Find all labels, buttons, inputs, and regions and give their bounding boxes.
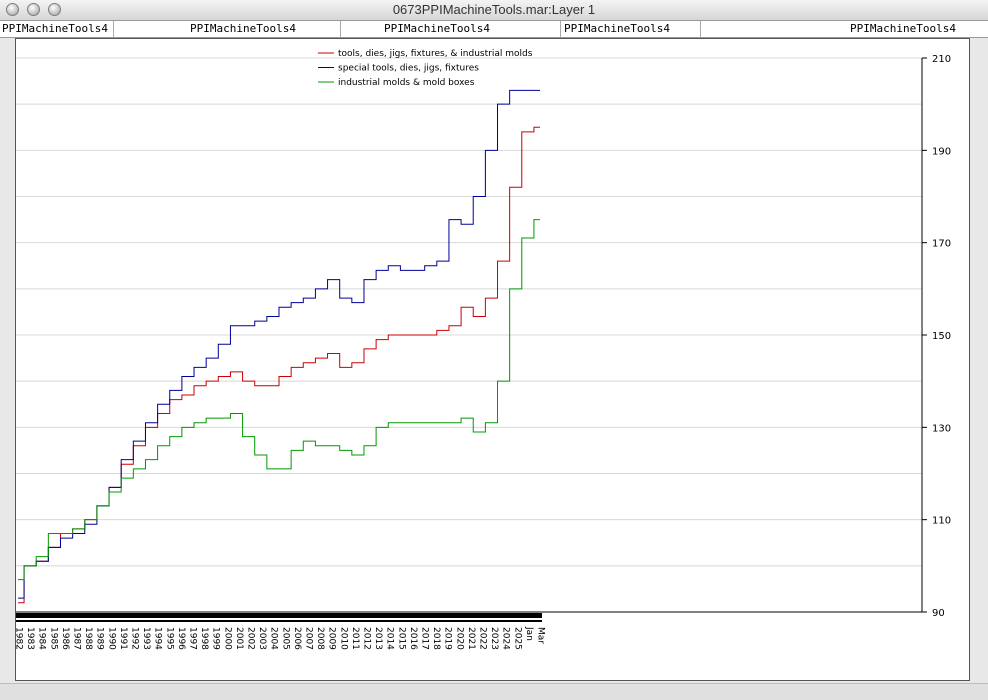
x-tick-label: 1985 <box>48 627 58 650</box>
y-tick-label: 190 <box>932 146 951 157</box>
x-tick-label: 2001 <box>234 627 244 650</box>
x-tick-label: 2024 <box>501 627 511 650</box>
x-tick-label: 2002 <box>246 627 256 650</box>
x-tick-label: 1987 <box>72 627 82 650</box>
series-line <box>18 126 540 604</box>
x-tick-label: Jan <box>524 626 534 641</box>
x-tick-label: 2006 <box>292 627 302 650</box>
y-tick-label: 150 <box>932 331 951 342</box>
layer-tab-bar: PPIMachineTools4 PPIMachineTools4 PPIMac… <box>0 21 988 38</box>
y-tick-label: 210 <box>932 54 951 65</box>
x-tick-label: 2009 <box>327 627 337 650</box>
close-window-button[interactable] <box>6 3 19 16</box>
x-tick-label: 1993 <box>141 627 151 650</box>
x-tick-label: 2013 <box>373 627 383 650</box>
x-tick-label: 2008 <box>315 627 325 650</box>
x-tick-label: 2017 <box>420 627 430 650</box>
x-tick-label: 1984 <box>37 627 47 650</box>
x-tick-band <box>16 620 542 622</box>
x-tick-label: 2012 <box>362 627 372 650</box>
layer-tab[interactable]: PPIMachineTools4 <box>2 22 108 35</box>
legend-label: industrial molds & mold boxes <box>338 78 475 88</box>
x-tick-label: 1988 <box>83 627 93 650</box>
y-tick-label: 170 <box>932 239 951 250</box>
y-tick-label: 110 <box>932 516 951 527</box>
x-tick-label: 1992 <box>130 627 140 650</box>
x-tick-label: 1990 <box>106 627 116 650</box>
x-tick-label: 2011 <box>350 627 360 650</box>
chart-area: 90 110 130 150 170 190 210 1982 1983 1984 1985 1986… <box>14 38 970 681</box>
window-title: 0673PPIMachineTools.mar:Layer 1 <box>392 2 596 17</box>
x-tick-label: 2000 <box>222 627 232 650</box>
layer-tab[interactable]: PPIMachineTools4 <box>384 22 490 35</box>
window-titlebar: 0673PPIMachineTools.mar:Layer 1 <box>0 0 988 21</box>
x-tick-label: 1998 <box>199 627 209 650</box>
layer-tab[interactable]: PPIMachineTools4 <box>190 22 296 35</box>
x-tick-label: 2020 <box>454 627 464 650</box>
x-tick-label: 1997 <box>188 627 198 650</box>
x-tick-label: 1995 <box>164 627 174 650</box>
minimize-window-button[interactable] <box>27 3 40 16</box>
x-tick-label: 2010 <box>338 627 348 650</box>
x-tick-band <box>16 613 542 618</box>
x-tick-label: 2023 <box>489 627 499 650</box>
x-tick-label: 1989 <box>95 627 105 650</box>
x-tick-label: Mar <box>536 627 546 644</box>
x-tick-label: 2005 <box>280 627 290 650</box>
x-tick-label: 1999 <box>211 627 221 650</box>
x-tick-label: 2015 <box>396 627 406 650</box>
x-tick-label: 2025 <box>512 627 522 650</box>
x-tick-label: 2003 <box>257 627 267 650</box>
x-tick-label: 1986 <box>60 627 70 650</box>
y-tick-label: 130 <box>932 423 951 434</box>
x-tick-label: 1991 <box>118 627 128 650</box>
x-tick-label: 2007 <box>304 627 314 650</box>
x-tick-label: 2014 <box>385 627 395 650</box>
zoom-window-button[interactable] <box>48 3 61 16</box>
layer-tab[interactable]: PPIMachineTools4 <box>850 22 956 35</box>
x-tick-label: 2019 <box>443 627 453 650</box>
y-tick-label: 90 <box>932 608 945 619</box>
x-tick-label: 2004 <box>269 627 279 650</box>
x-tick-label: 2021 <box>466 627 476 650</box>
status-bar <box>0 683 988 700</box>
x-tick-label: 1996 <box>176 627 186 650</box>
layer-tab[interactable]: PPIMachineTools4 <box>564 22 670 35</box>
series-line <box>18 89 540 599</box>
legend-label: tools, dies, jigs, fixtures, & industria… <box>338 49 533 59</box>
x-tick-label: 1983 <box>25 627 35 650</box>
series-line <box>18 219 540 581</box>
x-tick-label: 1982 <box>16 627 24 650</box>
line-chart: 90 110 130 150 170 190 210 1982 1983 1984 1985 1986… <box>14 49 952 650</box>
legend-label: special tools, dies, jigs, fixtures <box>338 64 479 74</box>
x-tick-label: 2016 <box>408 627 418 650</box>
x-tick-label: 1994 <box>153 627 163 650</box>
x-tick-label: 2018 <box>431 627 441 650</box>
x-tick-label: 2022 <box>478 627 488 650</box>
